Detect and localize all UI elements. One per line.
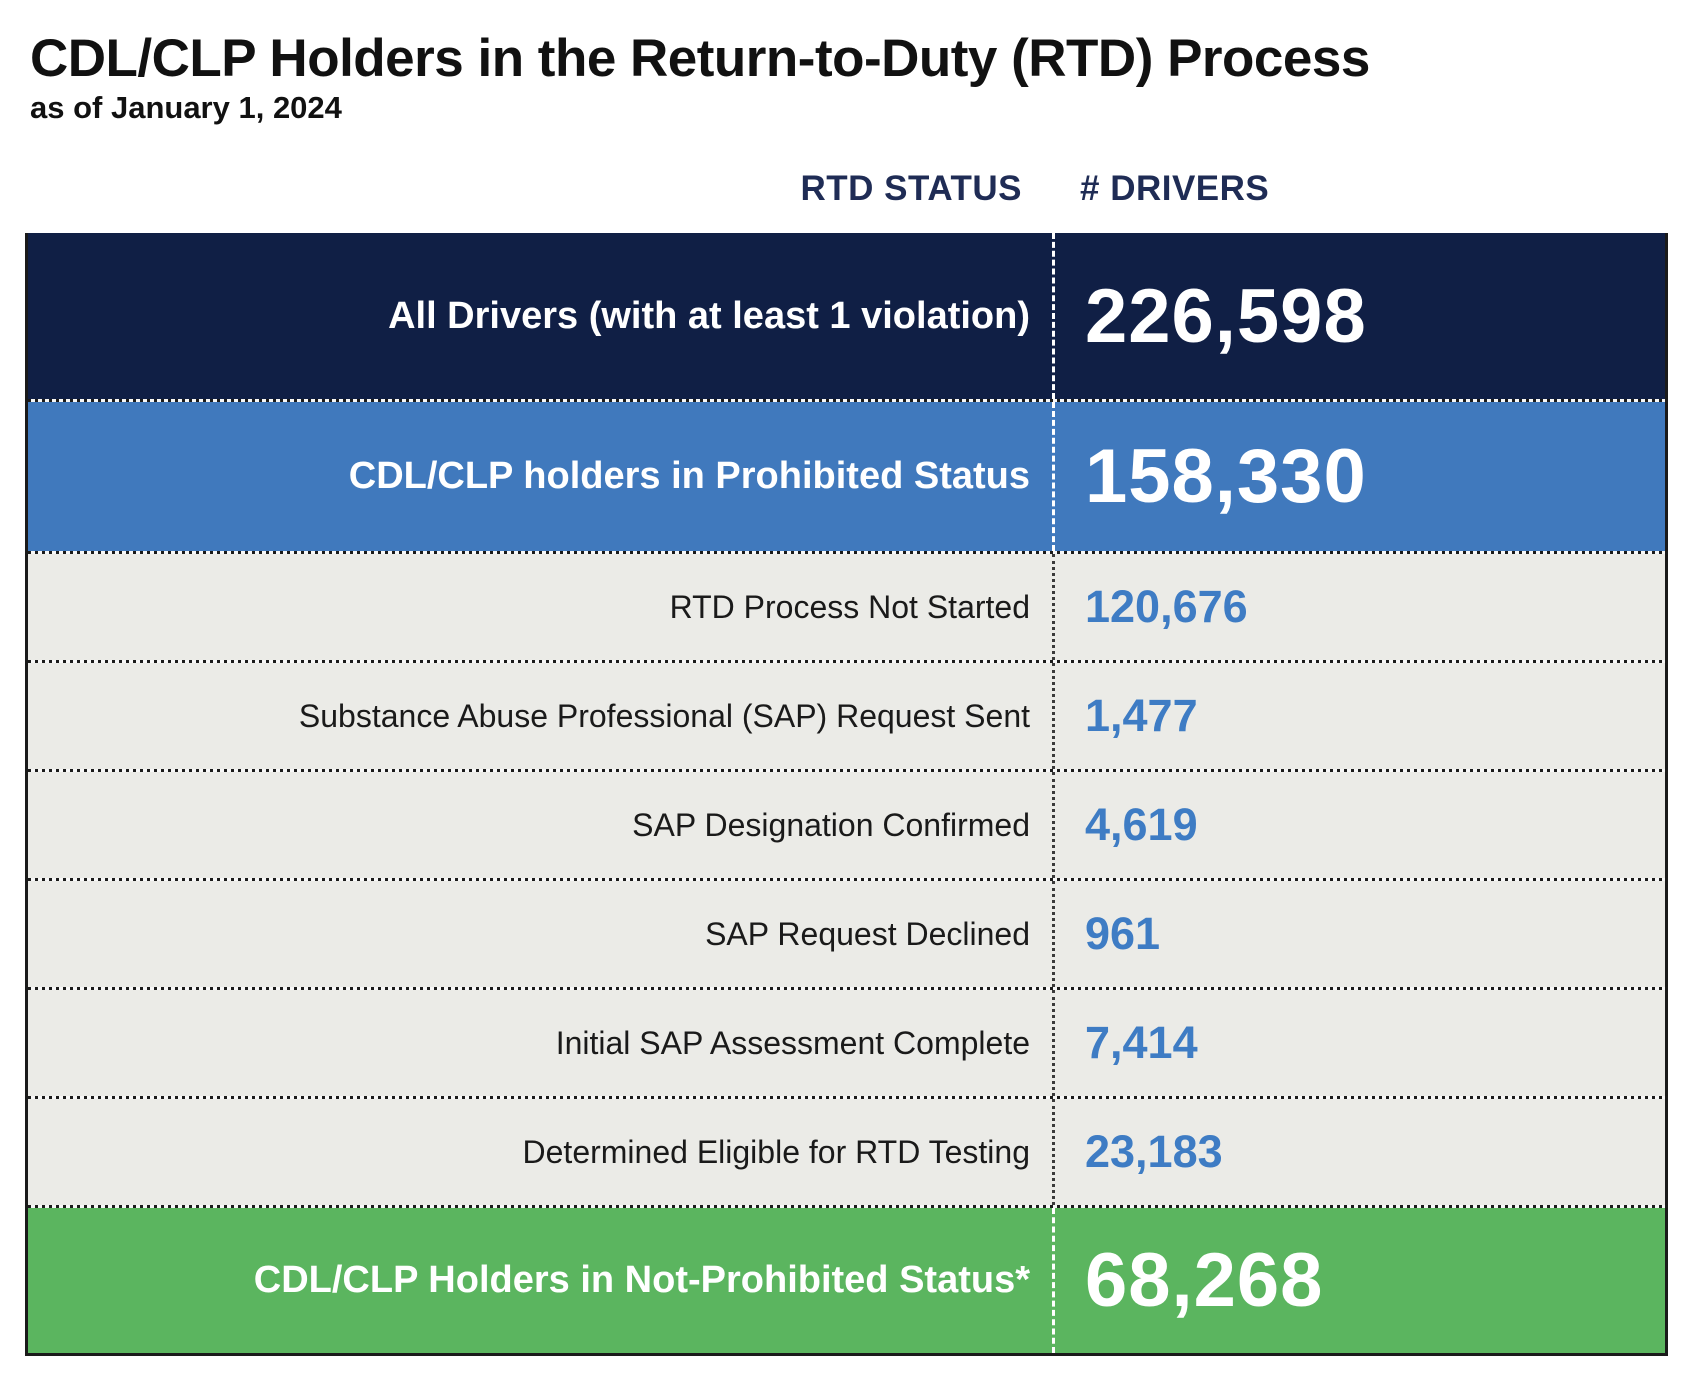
row-status-label: All Drivers (with at least 1 violation) [28, 233, 1055, 400]
row-status-label: Determined Eligible for RTD Testing [28, 1099, 1055, 1206]
row-drivers-value: 4,619 [1085, 799, 1198, 851]
table-row: Substance Abuse Professional (SAP) Reque… [28, 663, 1665, 770]
page-title: CDL/CLP Holders in the Return-to-Duty (R… [30, 29, 1370, 88]
table-row: SAP Designation Confirmed 4,619 [28, 772, 1665, 879]
row-separator [28, 878, 1665, 882]
row-drivers-value: 961 [1085, 908, 1161, 960]
row-drivers-value: 23,183 [1085, 1126, 1223, 1178]
rtd-table: All Drivers (with at least 1 violation) 2… [25, 233, 1668, 1357]
row-status-label: SAP Request Declined [28, 881, 1055, 988]
table-row: CDL/CLP Holders in Not-Prohibited Status… [28, 1208, 1665, 1354]
column-headers: RTD STATUS # DRIVERS [25, 169, 1668, 209]
row-separator [28, 769, 1665, 773]
row-status-label: RTD Process Not Started [28, 554, 1055, 661]
table-row: RTD Process Not Started 120,676 [28, 554, 1665, 661]
row-status-label: CDL/CLP holders in Prohibited Status [28, 402, 1055, 552]
row-separator [28, 1205, 1665, 1209]
table-row: CDL/CLP holders in Prohibited Status 158,… [28, 402, 1665, 552]
row-separator [28, 399, 1665, 403]
table-row: Determined Eligible for RTD Testing 23,18… [28, 1099, 1665, 1206]
row-drivers-value: 226,598 [1085, 273, 1367, 359]
row-drivers-value: 158,330 [1085, 434, 1367, 520]
row-status-label: Substance Abuse Professional (SAP) Reque… [28, 663, 1055, 770]
row-drivers-value: 120,676 [1085, 581, 1248, 633]
row-drivers-value: 1,477 [1085, 690, 1198, 742]
column-header-rtd-status: RTD STATUS [800, 169, 1022, 209]
row-separator [28, 987, 1665, 991]
table-row: Initial SAP Assessment Complete 7,414 [28, 990, 1665, 1097]
table-row: SAP Request Declined 961 [28, 881, 1665, 988]
row-drivers-value: 68,268 [1085, 1238, 1324, 1324]
page-subtitle: as of January 1, 2024 [30, 90, 342, 126]
row-status-label: SAP Designation Confirmed [28, 772, 1055, 879]
row-separator [28, 660, 1665, 664]
row-drivers-value: 7,414 [1085, 1017, 1198, 1069]
table-row: All Drivers (with at least 1 violation) 2… [28, 233, 1665, 400]
row-status-label: CDL/CLP Holders in Not-Prohibited Status… [28, 1208, 1055, 1354]
row-separator [28, 551, 1665, 555]
row-separator [28, 1096, 1665, 1100]
column-header-drivers: # DRIVERS [1080, 169, 1270, 209]
row-status-label: Initial SAP Assessment Complete [28, 990, 1055, 1097]
